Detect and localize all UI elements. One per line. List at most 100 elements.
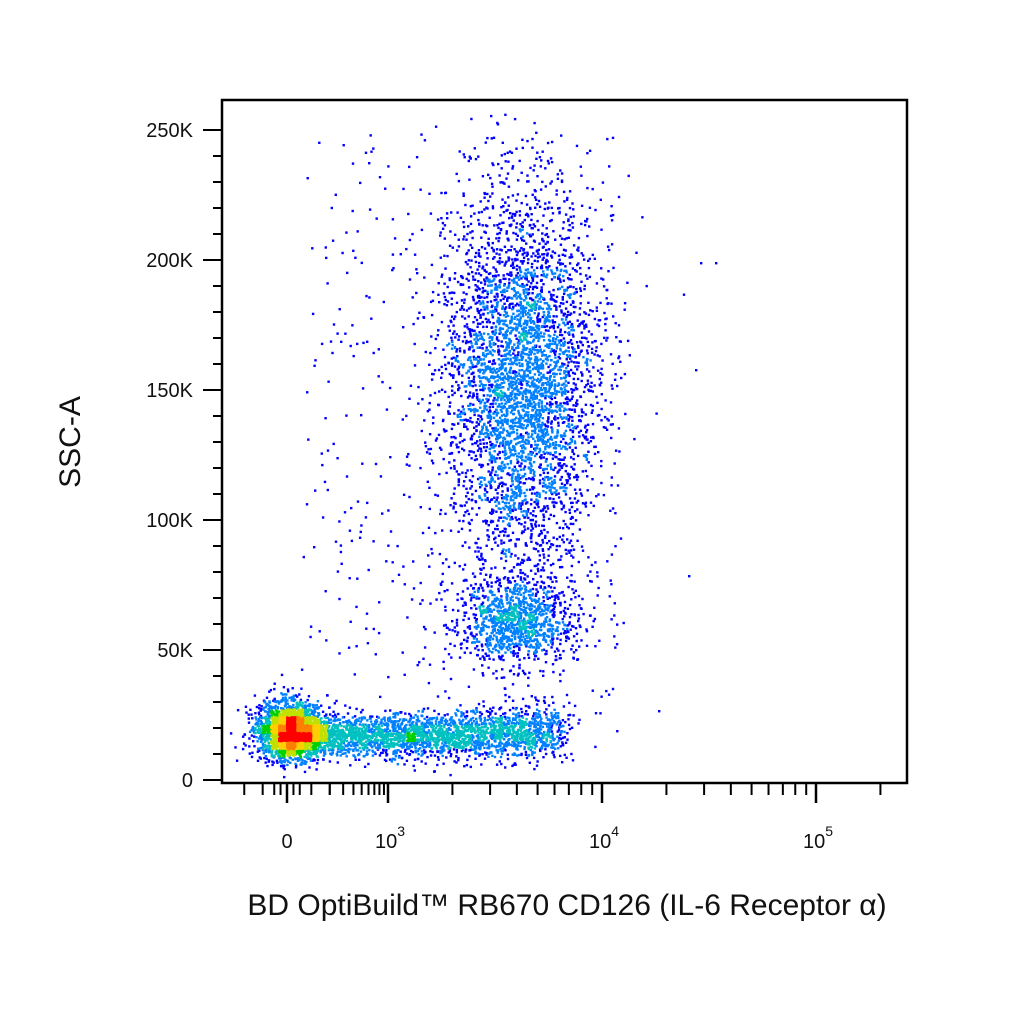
data-point	[407, 452, 410, 456]
data-point	[442, 624, 446, 627]
data-point	[454, 436, 457, 440]
data-point	[465, 714, 469, 718]
data-point	[453, 644, 456, 648]
data-point	[259, 714, 263, 718]
data-point	[493, 299, 496, 302]
data-point	[490, 519, 493, 523]
data-point	[576, 319, 579, 322]
data-point	[546, 725, 549, 728]
data-point	[521, 571, 525, 575]
data-point	[517, 304, 521, 307]
data-point	[427, 448, 430, 451]
data-point	[347, 747, 350, 750]
data-point	[283, 760, 286, 764]
data-point	[524, 750, 528, 754]
data-point	[562, 190, 566, 194]
data-point	[342, 144, 345, 147]
data-point	[532, 285, 535, 289]
data-point	[459, 722, 463, 725]
data-point	[266, 704, 269, 707]
data-point	[440, 320, 444, 324]
data-point	[525, 431, 528, 434]
data-point	[539, 387, 543, 390]
data-point	[345, 475, 349, 478]
data-point	[325, 256, 328, 260]
data-point	[580, 379, 583, 383]
data-point	[466, 232, 469, 236]
data-point	[288, 696, 291, 700]
data-point	[542, 515, 546, 519]
data-point	[372, 627, 375, 631]
data-point	[436, 218, 440, 221]
data-point	[282, 686, 286, 689]
data-point	[547, 476, 550, 479]
data-point	[582, 258, 586, 261]
data-point	[598, 413, 601, 417]
data-point	[478, 331, 481, 334]
data-point	[374, 752, 377, 756]
data-point	[544, 261, 548, 265]
data-point	[486, 136, 489, 140]
data-point	[541, 485, 545, 488]
data-point	[580, 545, 584, 548]
data-point	[537, 733, 540, 736]
data-point	[368, 296, 371, 299]
data-point	[417, 402, 420, 405]
data-point	[258, 756, 261, 759]
data-point	[251, 727, 254, 730]
data-point	[541, 732, 544, 736]
data-point	[464, 541, 467, 544]
data-point	[610, 436, 613, 440]
data-point	[512, 712, 515, 715]
data-point	[458, 565, 461, 568]
data-point	[487, 535, 491, 538]
data-point	[578, 435, 581, 438]
data-point	[602, 278, 605, 281]
data-point	[405, 742, 409, 745]
data-point	[308, 703, 311, 706]
data-point	[540, 431, 543, 434]
data-point	[563, 600, 567, 604]
data-point	[479, 572, 482, 575]
data-point	[484, 595, 487, 598]
data-point	[575, 290, 578, 294]
data-point	[534, 515, 537, 518]
data-point	[604, 399, 607, 402]
data-point	[461, 305, 464, 308]
data-point	[551, 737, 554, 740]
data-point	[558, 468, 561, 471]
data-point	[509, 506, 512, 510]
data-point	[451, 393, 454, 397]
data-point	[251, 725, 255, 729]
data-point	[408, 278, 412, 281]
data-point	[519, 223, 522, 226]
data-point	[587, 450, 590, 453]
data-point	[532, 393, 535, 397]
data-point	[422, 657, 425, 660]
data-point	[572, 305, 575, 309]
data-point	[498, 222, 501, 225]
data-point	[392, 752, 395, 756]
data-point	[475, 389, 478, 392]
data-point	[358, 717, 361, 720]
data-point	[393, 752, 396, 755]
data-point	[540, 273, 543, 277]
data-point	[485, 296, 489, 299]
data-point	[447, 412, 450, 415]
data-point	[542, 699, 546, 703]
data-point	[412, 720, 415, 724]
data-point	[533, 447, 536, 451]
data-point	[436, 695, 440, 698]
data-point	[391, 725, 394, 729]
data-point	[555, 537, 559, 541]
data-point	[531, 367, 535, 371]
data-point	[420, 750, 423, 753]
data-point	[455, 350, 458, 353]
data-point	[537, 550, 540, 553]
data-point	[434, 722, 438, 726]
data-point	[550, 492, 554, 496]
data-point	[543, 506, 546, 509]
data-point	[476, 322, 480, 325]
data-point	[557, 716, 560, 719]
data-point	[521, 392, 524, 395]
